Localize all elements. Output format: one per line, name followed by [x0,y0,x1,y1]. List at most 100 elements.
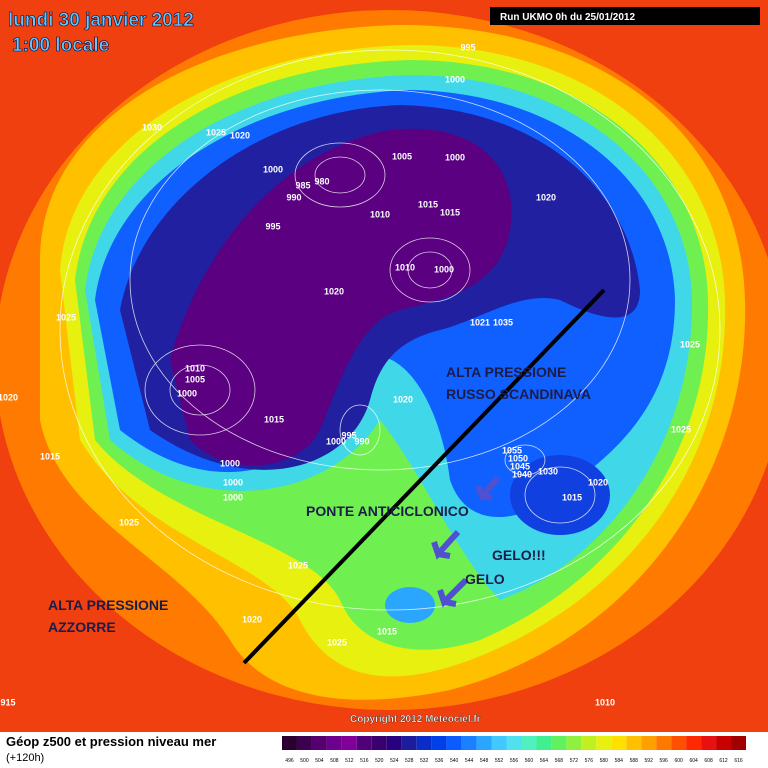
scale-label: 500 [300,758,309,764]
pressure-label: 1050 [508,453,528,463]
pressure-label: 1040 [512,469,532,479]
scale-label: 528 [405,758,414,764]
pressure-label: 1000 [223,477,243,487]
pressure-label: 1015 [418,199,438,209]
scale-swatch [641,736,657,750]
scale-swatch [341,736,357,750]
footer-lead: (+120h) [6,752,44,764]
scale-label: 524 [390,758,399,764]
pressure-label: 1000 [434,264,454,274]
pressure-label: 1000 [326,436,346,446]
scale-swatch [356,736,372,750]
scale-swatch [282,736,297,750]
pressure-label: 1000 [177,388,197,398]
pressure-label: 1000 [445,74,465,84]
run: Run UKMO 0h du 25/01/2012 [500,12,635,23]
scale-swatch [671,736,687,750]
pressure-label: 1010 [595,697,615,707]
pressure-label: 1015 [562,492,582,502]
scale-label: 496 [285,758,294,764]
annotation: ALTA PRESSIONE [446,364,566,380]
pressure-label: 1000 [220,458,240,468]
scale-label: 520 [375,758,384,764]
scale-swatch [296,736,312,750]
scale-label: 576 [585,758,594,764]
ridge-line [242,288,606,665]
scale-swatch [536,736,552,750]
pressure-label: 985 [295,180,310,190]
scale-label: 584 [615,758,624,764]
pressure-label: 1025 [56,312,76,322]
time: 1:00 locale [12,35,109,56]
annotation: PONTE ANTICICLONICO [306,503,469,519]
pressure-label: 1025 [206,127,226,137]
scale-swatch [401,736,417,750]
scale-swatch [686,736,702,750]
annotation: GELO [465,571,505,587]
scale-swatch [611,736,627,750]
pressure-label: 1055 [502,445,522,455]
pressure-label: 1025 [119,517,139,527]
scale-label: 568 [555,758,564,764]
scale-label: 588 [630,758,639,764]
annotation: AZZORRE [48,619,116,635]
footer-title: Géop z500 et pression niveau mer [6,734,216,749]
annotation: GELO!!! [492,547,546,563]
scale-swatch [521,736,537,750]
scale-label: 564 [540,758,549,764]
scale-swatch [596,736,612,750]
pressure-label: 1021 [470,317,490,327]
pressure-label: 1020 [324,286,344,296]
pressure-label: 1030 [538,466,558,476]
annotation: ALTA PRESSIONE [48,597,168,613]
contour-zone [385,587,435,623]
pressure-label: 1020 [588,477,608,487]
contour-zone [170,128,512,466]
pressure-label: 995 [341,430,356,440]
scale-swatch [581,736,597,750]
scale-label: 572 [570,758,579,764]
pressure-label: 1015 [440,207,460,217]
pressure-label: 1010 [395,262,415,272]
pressure-label: 1015 [264,414,284,424]
pressure-label: 1010 [370,209,390,219]
scale-swatch [491,736,507,750]
pressure-label: 990 [286,192,301,202]
scale-swatch [731,736,746,750]
scale-label: 504 [315,758,324,764]
scale-swatch [716,736,732,750]
scale-label: 560 [525,758,534,764]
scale-label: 544 [465,758,474,764]
pressure-label: 1025 [327,637,347,647]
pressure-label: 1010 [185,363,205,373]
scale-swatch [311,736,327,750]
pressure-label: 1025 [288,560,308,570]
pressure-label: 1000 [223,492,243,502]
scale-swatch [386,736,402,750]
date: lundi 30 janvier 2012 [8,10,194,31]
scale-label: 604 [689,758,698,764]
pressure-label: 1000 [445,152,465,162]
pressure-label: 1045 [510,461,530,471]
pressure-label: 1015 [377,626,397,636]
pressure-label: 980 [314,176,329,186]
scale-swatch [506,736,522,750]
pressure-label: 1020 [0,392,18,402]
scale-label: 616 [734,758,743,764]
isobars [59,49,721,611]
scale-label: 512 [345,758,354,764]
scale-label: 536 [435,758,444,764]
scale-label: 600 [674,758,683,764]
pressure-label: 1030 [142,122,162,132]
pressure-label: 1000 [263,164,283,174]
pressure-label: 1005 [185,374,205,384]
pressure-label: 995 [460,42,475,52]
scale-label: 548 [480,758,489,764]
pressure-label: 1035 [493,317,513,327]
run-box [490,7,760,25]
pressure-label: 1020 [393,394,413,404]
arrows [431,476,501,608]
scale-swatch [446,736,462,750]
scale-swatch [551,736,567,750]
